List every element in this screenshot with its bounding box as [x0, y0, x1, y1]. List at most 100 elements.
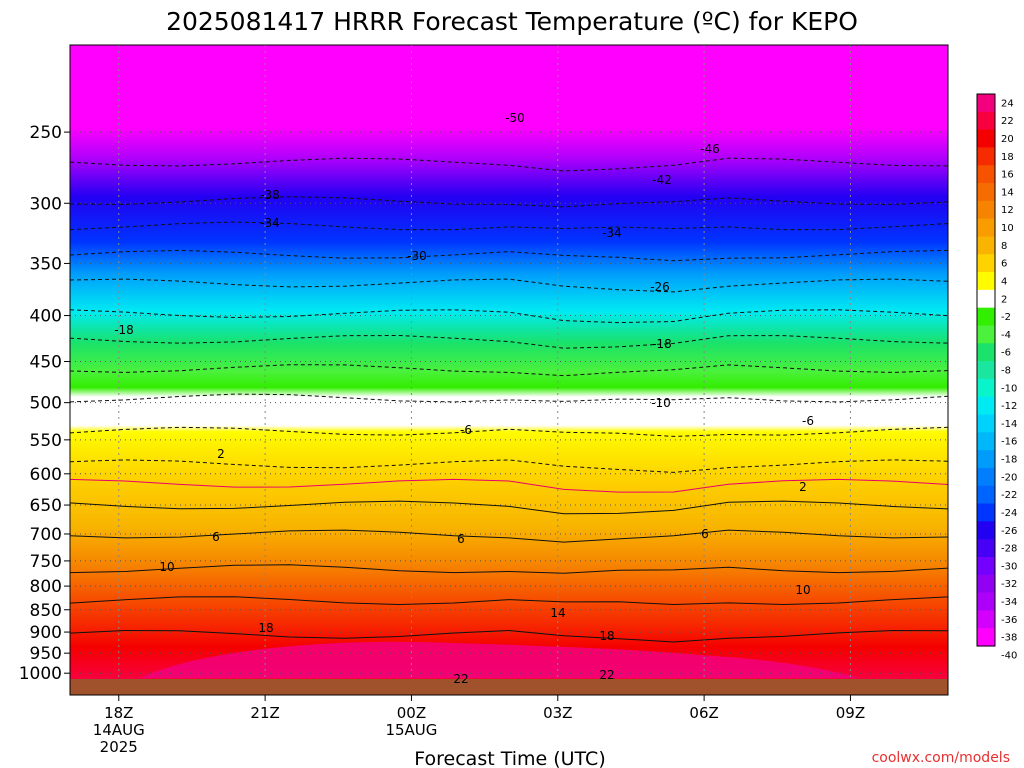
- colorbar-tick-label: -4: [1001, 330, 1011, 341]
- colorbar-swatch: [977, 378, 995, 398]
- colorbar-swatch: [977, 485, 995, 505]
- colorbar-tick-label: 24: [1001, 98, 1014, 109]
- x-tick-label: 15AUG: [385, 721, 437, 739]
- contour-line: [69, 596, 949, 606]
- contour-label: -18: [114, 323, 134, 337]
- y-tick-label: 750: [30, 552, 62, 572]
- colorbar-tick-label: -38: [1001, 633, 1017, 644]
- contour-label: -18: [652, 337, 672, 351]
- colorbar-tick-label: -16: [1001, 437, 1017, 448]
- contour-line: [69, 629, 949, 643]
- colorbar-swatch: [977, 539, 995, 558]
- colorbar-swatch: [977, 432, 995, 451]
- x-tick-label: 21Z: [250, 704, 279, 722]
- colorbar-tick-label: -6: [1001, 348, 1011, 359]
- colorbar-tick-label: -40: [1001, 650, 1017, 661]
- contour-label: -34: [602, 226, 622, 240]
- y-axis: 2503003504004505005506006507007508008509…: [19, 123, 70, 684]
- contour-label: 2: [799, 480, 807, 494]
- colorbar-swatch: [977, 343, 995, 362]
- temperature-field: [70, 45, 948, 679]
- contour-label: -6: [460, 423, 472, 437]
- colorbar-tick-label: 14: [1001, 187, 1014, 198]
- y-tick-label: 400: [30, 307, 62, 327]
- x-tick-label: 2025: [100, 738, 138, 756]
- colorbar-tick-label: -30: [1001, 561, 1017, 572]
- contour-label: 6: [212, 530, 220, 544]
- colorbar-tick-label: 10: [1001, 223, 1014, 234]
- contour-label: -50: [505, 111, 525, 125]
- colorbar-tick-label: -22: [1001, 490, 1017, 501]
- colorbar-swatch: [977, 396, 995, 416]
- colorbar-tick-label: -34: [1001, 597, 1017, 608]
- contour-lines: [69, 157, 949, 643]
- y-tick-label: 350: [30, 254, 62, 274]
- warm-core-region: [140, 641, 860, 678]
- colorbar-tick-label: -18: [1001, 455, 1017, 466]
- colorbar-swatch: [977, 147, 995, 166]
- colorbar-swatch: [977, 450, 995, 469]
- colorbar-tick-label: -26: [1001, 526, 1017, 537]
- colorbar-swatch: [977, 467, 995, 487]
- x-tick-label: 09Z: [836, 704, 865, 722]
- contour-label: 22: [453, 672, 468, 686]
- x-tick-label: 06Z: [689, 704, 718, 722]
- contour-label: 14: [550, 606, 565, 620]
- y-tick-label: 600: [30, 465, 62, 485]
- colorbar-tick-label: 20: [1001, 134, 1014, 145]
- colorbar-swatch: [977, 414, 995, 433]
- colorbar-tick-label: 6: [1001, 259, 1007, 270]
- plot-frame: [69, 44, 949, 696]
- colorbar-swatch: [977, 610, 995, 629]
- contour-label: -26: [650, 280, 670, 294]
- contour-label: 6: [701, 527, 709, 541]
- colorbar-swatch: [977, 94, 995, 113]
- contour-line: [69, 500, 949, 515]
- contour-line: [69, 564, 949, 574]
- y-tick-label: 1000: [19, 664, 62, 684]
- colorbar-tick-label: 8: [1001, 241, 1007, 252]
- contour-label: 2: [217, 447, 225, 461]
- contour-label: -42: [652, 173, 672, 187]
- y-tick-label: 450: [30, 353, 62, 373]
- colorbar-swatch: [977, 307, 995, 327]
- colorbar-tick-label: -24: [1001, 508, 1017, 519]
- contour-label: 18: [258, 621, 273, 635]
- colorbar-swatch: [977, 183, 995, 202]
- contour-label: -10: [651, 396, 671, 410]
- colorbar-tick-label: -8: [1001, 366, 1011, 377]
- y-tick-label: 500: [30, 394, 62, 414]
- colorbar-swatch: [977, 200, 995, 220]
- contour-label: 10: [159, 560, 174, 574]
- colorbar-swatch: [977, 254, 995, 273]
- contour-label: 22: [599, 668, 614, 682]
- colorbar-tick-label: -36: [1001, 615, 1017, 626]
- x-tick-label: 18Z: [104, 704, 133, 722]
- colorbar-swatch: [977, 325, 995, 344]
- colorbar-tick-label: -10: [1001, 383, 1017, 394]
- contour-label: -46: [700, 142, 720, 156]
- colorbar-tick-label: 22: [1001, 116, 1014, 127]
- colorbar-swatch: [977, 289, 995, 309]
- colorbar-tick-label: -20: [1001, 472, 1017, 483]
- colorbar-swatch: [977, 218, 995, 238]
- y-tick-label: 900: [30, 623, 62, 643]
- colorbar-tick-label: -28: [1001, 544, 1017, 555]
- x-tick-label: 14AUG: [93, 721, 145, 739]
- colorbar-tick-label: 16: [1001, 170, 1014, 181]
- colorbar-tick-label: -32: [1001, 579, 1017, 590]
- y-tick-label: 550: [30, 431, 62, 451]
- colorbar-tick-label: -2: [1001, 312, 1011, 323]
- colorbar-swatch: [977, 272, 995, 291]
- colorbar-swatch: [977, 628, 995, 647]
- contour-line: [69, 478, 949, 493]
- colorbar-swatch: [977, 111, 995, 131]
- contour-label: -6: [802, 414, 814, 428]
- chart-title: 2025081417 HRRR Forecast Temperature (ºC…: [166, 7, 858, 36]
- colorbar-swatch: [977, 521, 995, 540]
- contour-label: 6: [457, 532, 465, 546]
- colorbar-swatch: [977, 236, 995, 255]
- y-tick-label: 650: [30, 496, 62, 516]
